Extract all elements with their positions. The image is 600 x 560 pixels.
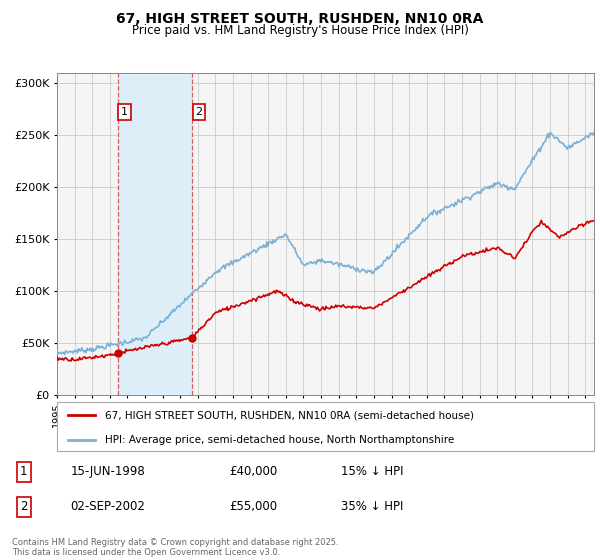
Text: 67, HIGH STREET SOUTH, RUSHDEN, NN10 0RA: 67, HIGH STREET SOUTH, RUSHDEN, NN10 0RA	[116, 12, 484, 26]
FancyBboxPatch shape	[57, 402, 594, 451]
Text: 35% ↓ HPI: 35% ↓ HPI	[341, 500, 404, 514]
Text: 2: 2	[196, 108, 203, 117]
Text: 2: 2	[20, 500, 28, 514]
Text: 1: 1	[20, 465, 28, 478]
Text: Price paid vs. HM Land Registry's House Price Index (HPI): Price paid vs. HM Land Registry's House …	[131, 24, 469, 36]
Text: 15-JUN-1998: 15-JUN-1998	[71, 465, 145, 478]
Text: HPI: Average price, semi-detached house, North Northamptonshire: HPI: Average price, semi-detached house,…	[106, 435, 455, 445]
Text: 02-SEP-2002: 02-SEP-2002	[71, 500, 146, 514]
Text: £55,000: £55,000	[229, 500, 278, 514]
Text: 67, HIGH STREET SOUTH, RUSHDEN, NN10 0RA (semi-detached house): 67, HIGH STREET SOUTH, RUSHDEN, NN10 0RA…	[106, 410, 475, 421]
Bar	[118, 73, 192, 395]
Text: 1: 1	[121, 108, 128, 117]
Text: £40,000: £40,000	[229, 465, 278, 478]
Text: 15% ↓ HPI: 15% ↓ HPI	[341, 465, 404, 478]
Text: Contains HM Land Registry data © Crown copyright and database right 2025.
This d: Contains HM Land Registry data © Crown c…	[12, 538, 338, 557]
